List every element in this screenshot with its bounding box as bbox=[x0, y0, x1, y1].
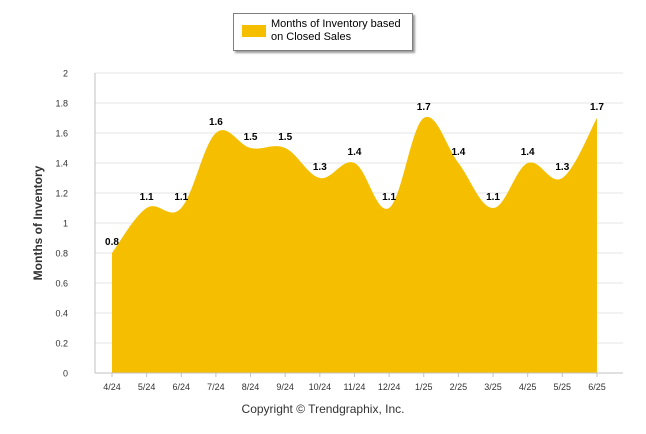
data-label: 1.4 bbox=[348, 147, 362, 158]
legend: Months of Inventory based on Closed Sale… bbox=[233, 13, 413, 51]
y-tick-label: 1.2 bbox=[55, 189, 68, 199]
y-tick-label: 1.4 bbox=[55, 159, 68, 169]
y-tick-label: 0 bbox=[63, 369, 68, 379]
y-tick-label: 1.8 bbox=[55, 99, 68, 109]
data-label: 1.1 bbox=[174, 192, 188, 203]
x-tick-label: 7/24 bbox=[207, 382, 225, 392]
y-tick-label: 0.4 bbox=[55, 309, 68, 319]
data-label: 1.5 bbox=[278, 132, 292, 143]
axes bbox=[94, 73, 623, 374]
x-tick-label: 8/24 bbox=[242, 382, 260, 392]
data-label: 1.1 bbox=[382, 192, 396, 203]
y-tick-label: 2 bbox=[63, 69, 68, 79]
legend-label: Months of Inventory based on Closed Sale… bbox=[271, 18, 401, 43]
y-axis-title: Months of Inventory bbox=[31, 165, 45, 280]
x-tick-label: 6/25 bbox=[588, 382, 606, 392]
data-labels: 0.8 1.1 1.1 1.6 1.5 1.5 1.3 1.4 1.1 1.7 1.4 1.1 1.4 1… bbox=[105, 102, 604, 248]
x-tick-label: 2/25 bbox=[450, 382, 468, 392]
data-label: 1.6 bbox=[209, 117, 223, 128]
data-label: 1.7 bbox=[417, 102, 431, 113]
data-label: 1.3 bbox=[555, 162, 569, 173]
x-tick-label: 12/24 bbox=[378, 382, 401, 392]
data-label: 1.7 bbox=[590, 102, 604, 113]
data-label: 1.4 bbox=[451, 147, 465, 158]
y-axis-ticks: 0 0.2 0.4 0.6 0.8 1 1.2 1.4 1.6 1.8 2 bbox=[55, 69, 68, 379]
x-tick-label: 10/24 bbox=[309, 382, 332, 392]
x-tick-label: 1/25 bbox=[415, 382, 433, 392]
x-tick-label: 11/24 bbox=[344, 382, 366, 392]
data-label: 1.5 bbox=[244, 132, 258, 143]
y-tick-label: 0.2 bbox=[55, 339, 68, 349]
data-label: 1.3 bbox=[313, 162, 327, 173]
y-tick-label: 0.8 bbox=[55, 249, 68, 259]
data-label: 0.8 bbox=[105, 237, 119, 248]
x-axis-ticks: 4/24 5/24 6/24 7/24 8/24 9/24 10/24 11/24 12/24 1… bbox=[103, 373, 606, 392]
series-area bbox=[112, 116, 597, 373]
x-tick-label: 9/24 bbox=[276, 382, 294, 392]
y-tick-label: 1 bbox=[63, 219, 68, 229]
x-tick-label: 5/25 bbox=[554, 382, 572, 392]
x-tick-label: 6/24 bbox=[173, 382, 191, 392]
y-tick-label: 1.6 bbox=[55, 129, 68, 139]
data-label: 1.4 bbox=[521, 147, 535, 158]
x-tick-label: 4/24 bbox=[103, 382, 121, 392]
data-label: 1.1 bbox=[486, 192, 500, 203]
data-label: 1.1 bbox=[140, 192, 154, 203]
legend-swatch bbox=[242, 25, 266, 37]
x-tick-label: 4/25 bbox=[519, 382, 537, 392]
y-tick-label: 0.6 bbox=[55, 279, 68, 289]
copyright-text: Copyright © Trendgraphix, Inc. bbox=[241, 402, 405, 416]
x-tick-label: 3/25 bbox=[484, 382, 502, 392]
x-tick-label: 5/24 bbox=[138, 382, 156, 392]
